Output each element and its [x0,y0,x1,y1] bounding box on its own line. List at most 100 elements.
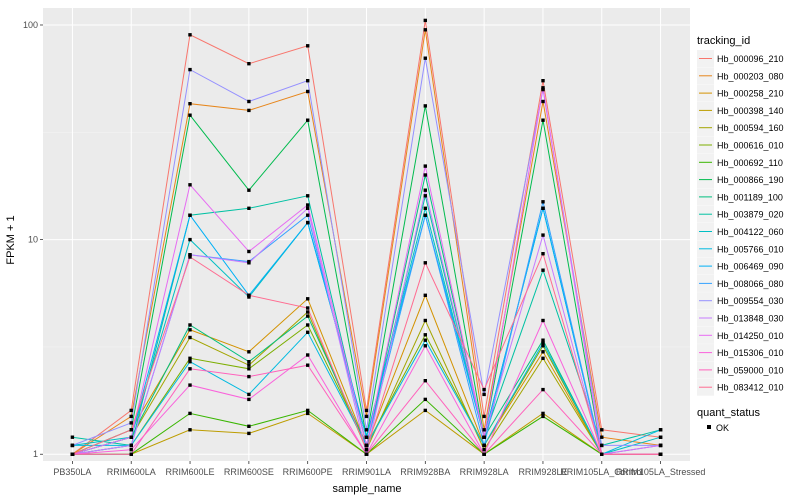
y-tick-label: 10 [28,235,38,245]
data-point [306,363,310,367]
data-point [188,383,192,387]
data-point [600,443,604,448]
data-point [423,188,427,192]
data-point [188,335,192,340]
data-point [247,363,251,367]
data-point [541,86,545,90]
data-point [306,206,310,210]
data-point [482,414,486,419]
legend-item: Hb_009554_030 [697,292,784,310]
data-point [306,44,310,48]
data-point [70,443,75,448]
data-point [247,424,251,428]
legend-item: Hb_003879_020 [697,205,784,223]
legend-label: Hb_000203_080 [717,71,784,81]
data-point [306,408,310,413]
legend-item: Hb_005766_010 [697,240,784,258]
legend-label: Hb_083412_010 [717,383,784,393]
data-point [658,428,663,432]
data-point [541,87,545,92]
data-point [364,428,369,432]
data-point [423,28,427,32]
legend-label: Hb_000692_110 [717,158,783,168]
legend-item: Hb_000096_210 [697,50,784,67]
data-point [188,253,192,257]
data-point [541,344,545,348]
legend-label: Hb_000594_160 [717,123,784,133]
x-tick-label: RRIM928BA [400,467,450,477]
data-point [306,411,310,416]
legend-item: Hb_014250_010 [697,326,784,344]
data-point [600,452,604,456]
data-point [423,213,427,217]
data-point [482,452,486,456]
x-tick-label: RRIM600LA [107,467,156,477]
data-point [306,330,310,334]
data-point [129,452,133,456]
y-axis-ticks: 1 10 100 [23,20,43,459]
legend-label: Hb_013848_030 [717,314,784,324]
legend-item: Hb_000203_080 [697,67,784,85]
data-point [188,113,192,117]
data-point [306,89,310,94]
data-point [658,443,663,448]
data-point [364,408,369,413]
data-point [658,452,663,456]
data-point [541,356,545,360]
data-point [541,206,545,210]
data-point [541,99,545,104]
legend-label: Hb_000398_140 [717,106,784,116]
data-point [600,435,604,439]
data-point [247,360,251,364]
data-point [482,428,486,432]
legend-label: Hb_009554_030 [717,296,784,306]
legend-title: tracking_id [697,35,750,47]
data-point [423,194,427,198]
legend-items: Hb_000096_210 Hb_000203_080 Hb_000258_210 H… [697,50,784,396]
data-point [247,62,251,66]
data-point [188,367,192,371]
data-point [423,164,427,168]
data-point [423,18,427,23]
data-point [482,448,486,452]
legend-item: Hb_006469_090 [697,257,784,275]
data-point [188,67,192,72]
y-tick-label: 1 [33,449,38,459]
legend-label: Hb_001189_100 [717,192,783,202]
data-point [423,261,427,265]
data-point [423,397,427,402]
legend-label: Hb_015306_010 [717,348,784,358]
data-point [541,268,545,272]
data-point [247,392,251,397]
data-point [541,350,545,354]
data-point [70,435,75,439]
legend-label: Hb_000616_010 [717,141,784,151]
x-tick-label: RRIM928LE [518,467,567,477]
x-tick-label: RRIM901LA [342,467,391,477]
legend-label: Hb_008066_080 [717,279,784,289]
data-point [364,414,369,419]
data-point [247,249,251,254]
data-point [129,428,133,432]
data-point [482,392,486,397]
x-tick-label: RRIM928LA [460,467,509,477]
data-point [306,297,310,301]
legend-item: Hb_004122_060 [697,223,784,240]
data-point [188,356,192,360]
legend-item: Hb_000398_140 [697,101,784,119]
data-point [188,102,192,106]
data-point [600,428,604,432]
data-point [364,435,369,439]
data-point [306,306,310,310]
data-point [306,353,310,357]
data-point [541,233,545,237]
data-point [247,350,251,354]
data-point [423,293,427,297]
shape-legend-label: OK [716,423,729,433]
legend-label: Hb_004122_060 [717,227,784,237]
data-point [306,194,310,198]
data-point [247,99,251,104]
data-point [129,421,133,425]
data-point [188,255,192,259]
